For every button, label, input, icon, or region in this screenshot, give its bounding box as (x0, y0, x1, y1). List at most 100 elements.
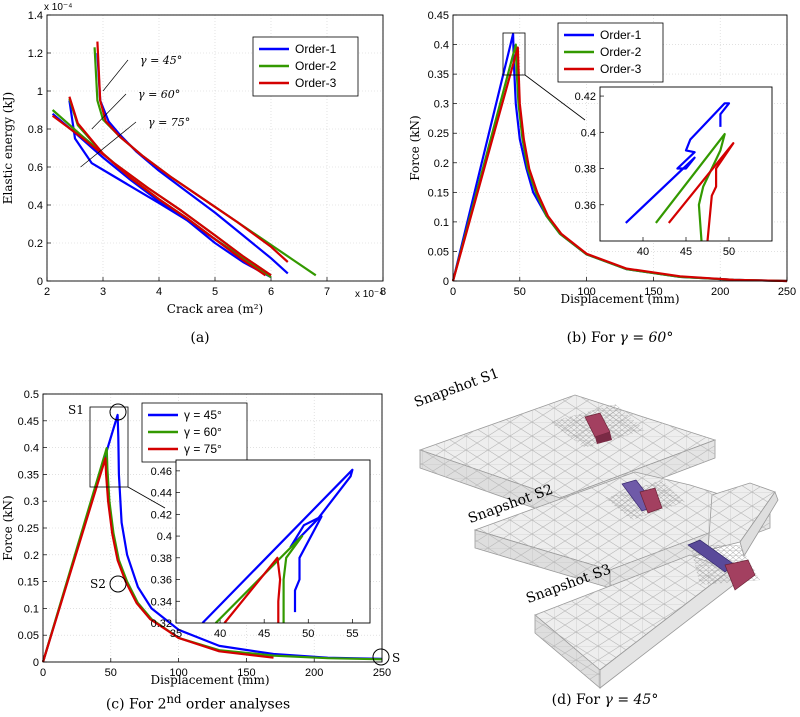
series-line (41, 457, 274, 663)
x-tick-label: 250 (778, 286, 796, 298)
plot-frame (452, 14, 788, 282)
legend-label: Order-2 (600, 45, 642, 59)
inset-series-line (223, 556, 282, 623)
y-tick-label: 0.42 (151, 509, 172, 521)
x-tick-label: 5 (212, 286, 218, 298)
x-tick-label: 40 (637, 246, 649, 258)
y-exponent: x 10⁻⁴ (44, 2, 72, 13)
y-tick-label: 0.34 (151, 596, 172, 608)
y-tick-label: 0.3 (24, 496, 39, 508)
x-axis-label: Displacement (mm) (560, 292, 679, 306)
y-tick-label: 0.38 (151, 553, 172, 565)
y-tick-label: 0.44 (151, 488, 172, 500)
series-line (51, 112, 272, 279)
annotation-label: γ = 45° (140, 54, 182, 67)
x-exponent: x 10⁻⁴ (355, 289, 383, 300)
y-tick-label: 0.4 (434, 40, 449, 52)
y-tick-label: 0.25 (18, 523, 39, 535)
series-line (68, 96, 267, 277)
y-tick-label: 0.45 (428, 10, 449, 22)
x-tick-label: 55 (346, 628, 358, 640)
annotation-arrow (91, 93, 127, 130)
caption-d-math: γ = 45° (604, 692, 659, 708)
y-tick-label: 0 (37, 276, 43, 288)
y-tick-label: 0.2 (24, 550, 39, 562)
chart-elastic-energy: 2 3 4 5 6 7 800.20.40.60.811.21.4x 10⁻⁴x 10⁻⁴C… (1, 2, 386, 316)
y-tick-label: 0.2 (28, 238, 43, 250)
legend-label: Order-3 (600, 62, 642, 76)
chart-force-displacement-2nd-order: 0 50 100 150 200 250 0 0.05 0.1 0.15 0.2 0.25 0.3 0.3… (1, 389, 400, 687)
series-line (96, 41, 289, 263)
y-tick-label: 0.25 (428, 128, 449, 140)
caption-d: (d) For γ = 45° (552, 692, 659, 708)
y-tick-label: 0.05 (428, 246, 449, 258)
y-tick-label: 1.2 (28, 48, 43, 60)
y-tick-label: 0.05 (18, 630, 39, 642)
y-tick-label: 0.6 (28, 162, 43, 174)
x-tick-label: 150 (237, 667, 255, 679)
slab-s3 (534, 482, 779, 689)
inset-series-line (625, 102, 731, 224)
marker-s2 (109, 575, 127, 593)
inset-series-line (667, 142, 735, 241)
caption-c-sup: nd (166, 692, 182, 706)
x-tick-label: 50 (105, 667, 117, 679)
y-axis-label: Elastic energy (kJ) (1, 92, 15, 205)
plot-area (600, 87, 772, 241)
x-tick-label: 0 (450, 286, 456, 298)
series-line (51, 114, 272, 277)
x-tick-label: 200 (711, 286, 729, 298)
y-tick-label: 0.5 (24, 389, 39, 401)
y-tick-label: 0.45 (18, 416, 39, 428)
x-tick-label: 50 (514, 286, 526, 298)
x-tick-label: 6 (268, 286, 274, 298)
x-tick-label: 150 (644, 286, 662, 298)
y-tick-label: 0.15 (18, 577, 39, 589)
marker-label-s1: S1 (68, 403, 84, 417)
inset-series-line (214, 535, 304, 623)
zoom-region (502, 32, 526, 76)
y-tick-label: 0.36 (151, 575, 172, 587)
y-tick-label: 0.38 (575, 164, 596, 176)
series-line (451, 46, 788, 283)
y-tick-label: 0.4 (157, 531, 172, 543)
y-tick-label: 1.4 (28, 10, 43, 22)
x-tick-label: 8 (380, 286, 386, 298)
annotation-arrow (80, 121, 137, 168)
y-tick-label: 0.35 (18, 469, 39, 481)
x-axis-label: Crack area (m²) (167, 302, 263, 316)
y-tick-label: 0.1 (24, 603, 39, 615)
zoom-arrow (127, 486, 166, 509)
y-tick-label: 0 (33, 657, 39, 669)
marker-s1 (109, 403, 127, 421)
y-tick-label: 0.35 (428, 69, 449, 81)
x-tick-label: 3 (100, 286, 106, 298)
caption-a: (a) (190, 330, 210, 346)
y-axis-label: Force (kN) (1, 495, 15, 560)
y-tick-label: 0.46 (151, 466, 172, 478)
zoom-region (89, 406, 129, 488)
x-axis-label: Displacement (mm) (150, 673, 269, 687)
annotation-label: γ = 60° (138, 88, 180, 101)
plot-frame (42, 393, 383, 663)
legend-label: Order-2 (295, 59, 337, 73)
y-axis-label: Force (kN) (408, 115, 422, 180)
x-tick-label: 250 (373, 667, 391, 679)
caption-c-prefix: (c) For 2 (105, 696, 167, 713)
y-tick-label: 0.3 (434, 99, 449, 111)
slab-s1 (418, 394, 717, 518)
y-tick-label: 0.1 (434, 217, 449, 229)
inset-series-line (201, 468, 354, 623)
x-tick-label: 100 (169, 667, 187, 679)
y-tick-label: 0.4 (581, 127, 596, 139)
series-line (41, 413, 383, 663)
annotation-arrow (102, 59, 129, 92)
legend-label: γ = 75° (184, 442, 222, 456)
y-tick-label: 0.4 (24, 443, 39, 455)
annotation-label: γ = 75° (148, 116, 190, 129)
caption-b-math: γ = 60° (619, 330, 674, 346)
y-tick-label: 0.8 (28, 124, 43, 136)
caption-c: (c) For 2nd order analyses (106, 692, 290, 713)
y-tick-label: 0.2 (434, 158, 449, 170)
x-tick-label: 0 (40, 667, 46, 679)
